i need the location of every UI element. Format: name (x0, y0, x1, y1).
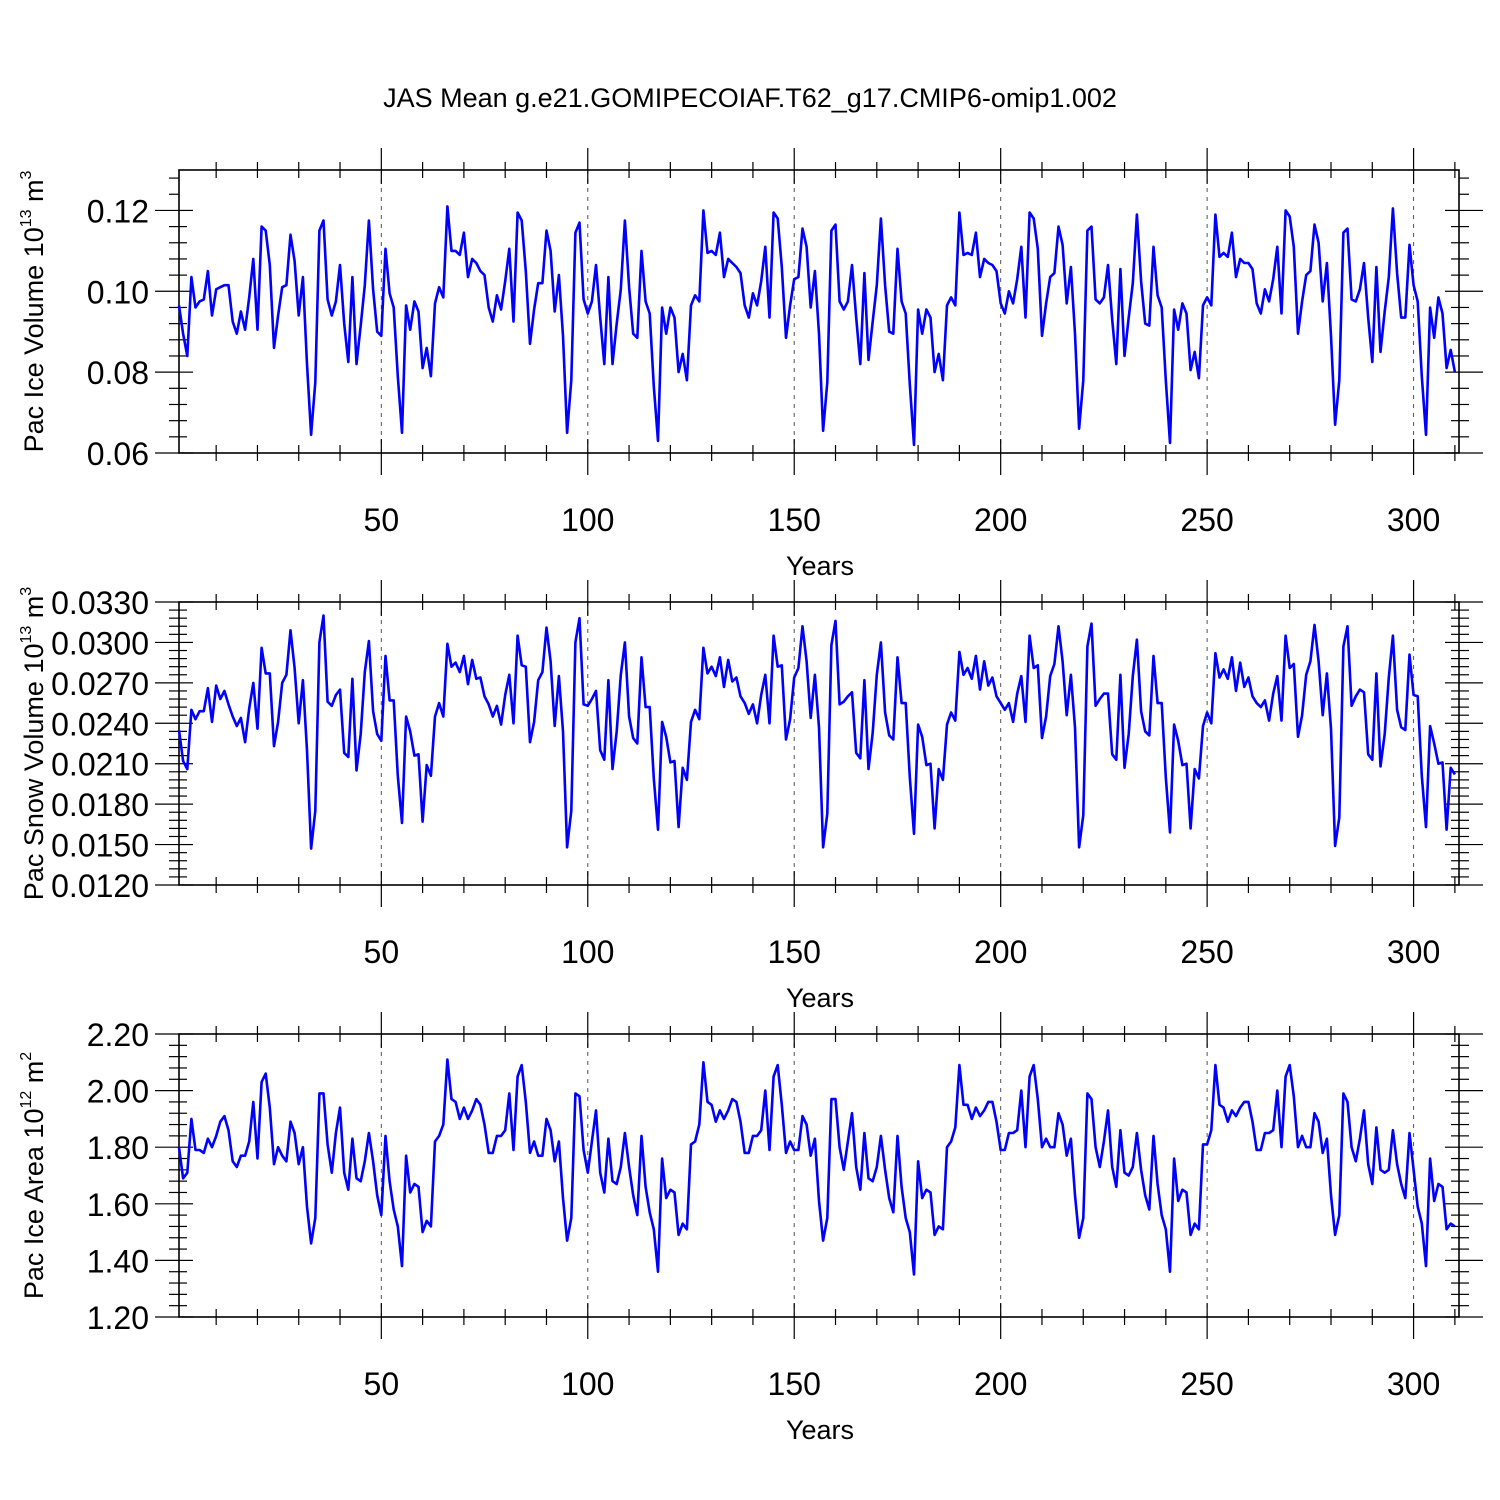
x-tick-label: 250 (1180, 1366, 1233, 1402)
x-tick-label: 100 (561, 502, 614, 538)
y-tick-label: 1.80 (87, 1130, 149, 1166)
y-tick-label: 0.0270 (51, 666, 149, 702)
x-tick-label: 50 (364, 502, 400, 538)
y-tick-label: 2.00 (87, 1074, 149, 1110)
plot-frame (178, 1033, 1460, 1318)
y-axis-label-exponent: 13 (18, 626, 35, 644)
y-axis-label-unit-exponent: 3 (18, 587, 35, 596)
y-tick-label: 0.12 (87, 193, 149, 229)
y-axis-label-unit-exponent: 2 (18, 1052, 35, 1061)
y-tick-label: 0.0210 (51, 747, 149, 783)
pac-snow-volume-chart: 50 100 150 200 250 300 0.0120 0.0150 0.0180 0.021… (18, 580, 1483, 1013)
x-tick-label: 300 (1387, 1366, 1440, 1402)
y-axis-label-unit: m (19, 1061, 49, 1091)
x-axis-label: Years (786, 1415, 854, 1445)
x-tick-label: 100 (561, 1366, 614, 1402)
x-tick-label: 150 (768, 934, 821, 970)
y-tick-label: 0.10 (87, 274, 149, 310)
x-axis-label: Years (786, 983, 854, 1013)
y-tick-label: 0.06 (87, 436, 149, 472)
x-tick-label: 150 (768, 502, 821, 538)
pac-ice-volume-series-line (177, 205, 1457, 447)
y-axis-label-unit: m (19, 179, 49, 209)
y-tick-label: 0.0120 (51, 868, 149, 904)
y-tick-label: 1.60 (87, 1187, 149, 1223)
x-tick-label: 100 (561, 934, 614, 970)
y-tick-label: 0.0330 (51, 585, 149, 621)
y-axis-label: Pac Ice Volume 1013 m3 (18, 170, 49, 452)
y-tick-label: 0.0240 (51, 706, 149, 742)
panels: 50 100 150 200 250 3000.060.080.100.12YearsPa… (18, 148, 1483, 1445)
y-tick-label: 1.20 (87, 1300, 149, 1336)
y-axis-label-unit: m (19, 596, 49, 626)
y-axis-label: Pac Ice Area 1012 m2 (18, 1052, 49, 1299)
pac-snow-volume-series-line (177, 614, 1457, 850)
y-tick-label: 0.0300 (51, 625, 149, 661)
y-axis-label: Pac Snow Volume 1013 m3 (18, 587, 49, 900)
pac-ice-volume-chart: 50 100 150 200 250 300 0.06 0.08 0.10 0.12 Years Pa… (18, 148, 1483, 581)
x-tick-label: 300 (1387, 934, 1440, 970)
y-axis-label-exponent: 12 (18, 1091, 35, 1109)
x-tick-label: 200 (974, 1366, 1027, 1402)
y-axis-label-exponent: 13 (18, 209, 35, 227)
x-tick-label: 250 (1180, 502, 1233, 538)
x-tick-label: 50 (364, 1366, 400, 1402)
x-tick-label: 300 (1387, 502, 1440, 538)
x-axis-label: Years (786, 551, 854, 581)
y-axis-label-text: Pac Snow Volume 10 (19, 644, 49, 901)
x-tick-label: 200 (974, 934, 1027, 970)
x-tick-label: 50 (364, 934, 400, 970)
plot-frame (178, 169, 1460, 454)
figure-title: JAS Mean g.e21.GOMIPECOIAF.T62_g17.CMIP6… (383, 83, 1117, 113)
x-tick-label: 250 (1180, 934, 1233, 970)
pac-ice-area-chart: 50 100 150 200 250 300 1.20 1.40 1.60 1.80 2.00 2.2… (18, 1012, 1483, 1445)
y-tick-label: 1.40 (87, 1243, 149, 1279)
y-tick-label: 0.0180 (51, 787, 149, 823)
x-tick-label: 150 (768, 1366, 821, 1402)
x-tick-label: 200 (974, 502, 1027, 538)
y-tick-label: 0.0150 (51, 828, 149, 864)
plot-frame (178, 601, 1460, 886)
y-tick-label: 2.20 (87, 1017, 149, 1053)
y-axis-label-text: Pac Ice Area 10 (19, 1109, 49, 1300)
y-axis-label-unit-exponent: 3 (18, 170, 35, 179)
pac-ice-area-series-line (177, 1058, 1456, 1276)
y-axis-label-text: Pac Ice Volume 10 (19, 227, 49, 452)
y-tick-label: 0.08 (87, 355, 149, 391)
